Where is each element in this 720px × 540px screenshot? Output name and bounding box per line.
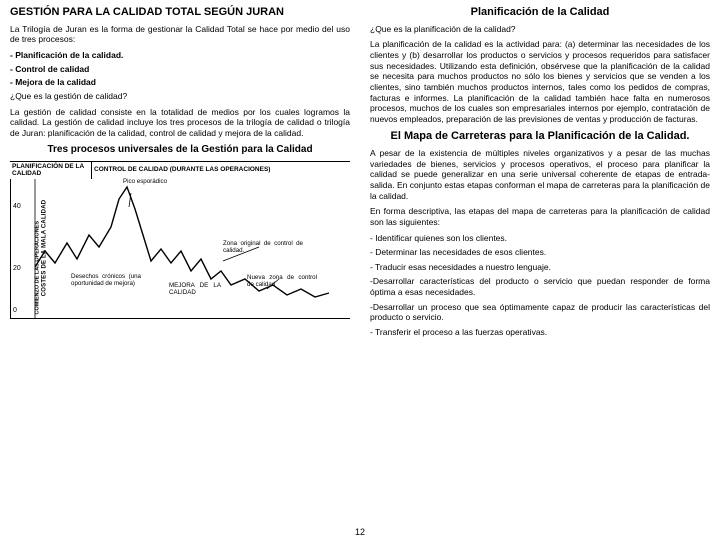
right-p2: A pesar de la existencia de múltiples ni…: [370, 148, 710, 201]
dash-3: - Traducir esas necesidades a nuestro le…: [370, 262, 710, 273]
chart-header-2: CONTROL DE CALIDAD (DURANTE LAS OPERACIO…: [92, 162, 350, 179]
left-p2: La gestión de calidad consiste en la tot…: [10, 107, 350, 139]
ytick: 40: [13, 203, 21, 212]
chart: PLANIFICACIÓN DE LA CALIDAD CONTROL DE C…: [10, 161, 350, 319]
chart-note: Nueva zona de control de calidad: [247, 275, 317, 289]
ytick: 0: [13, 307, 17, 316]
left-q1: ¿Que es la gestión de calidad?: [10, 91, 350, 102]
chart-note: Pico esporádico: [123, 179, 173, 186]
dash-5: -Desarrollar un proceso que sea óptimame…: [370, 302, 710, 323]
left-p1: La Trilogía de Juran es la forma de gest…: [10, 24, 350, 45]
dash-4: -Desarrollar características del product…: [370, 276, 710, 297]
bullet-3: - Mejora de la calidad: [10, 77, 350, 88]
right-h2: El Mapa de Carreteras para la Planificac…: [370, 130, 710, 144]
page-number: 12: [355, 527, 365, 538]
chart-header-1: PLANIFICACIÓN DE LA CALIDAD: [10, 162, 92, 179]
right-p3: En forma descriptiva, las etapas del map…: [370, 206, 710, 227]
right-title: Planificación de la Calidad: [370, 6, 710, 20]
ytick: 20: [13, 265, 21, 274]
dash-6: - Transferir el proceso a las fuerzas op…: [370, 327, 710, 338]
chart-note: MEJORA DE LA CALIDAD: [169, 283, 221, 297]
left-title: GESTIÓN PARA LA CALIDAD TOTAL SEGÚN JURA…: [10, 6, 350, 20]
right-p1: La planificación de la calidad es la act…: [370, 39, 710, 124]
chart-title: Tres procesos universales de la Gestión …: [10, 144, 350, 157]
dash-2: - Determinar las necesidades de esos cli…: [370, 247, 710, 258]
chart-note: Desechos crónicos (una oportunidad de me…: [71, 274, 141, 288]
right-q: ¿Que es la planificación de la calidad?: [370, 24, 710, 35]
bullet-1: - Planificación de la calidad.: [10, 50, 350, 61]
chart-note: Zona original de control de calidad.: [223, 241, 303, 255]
bullet-2: - Control de calidad: [10, 64, 350, 75]
dash-1: - Identificar quienes son los clientes.: [370, 233, 710, 244]
